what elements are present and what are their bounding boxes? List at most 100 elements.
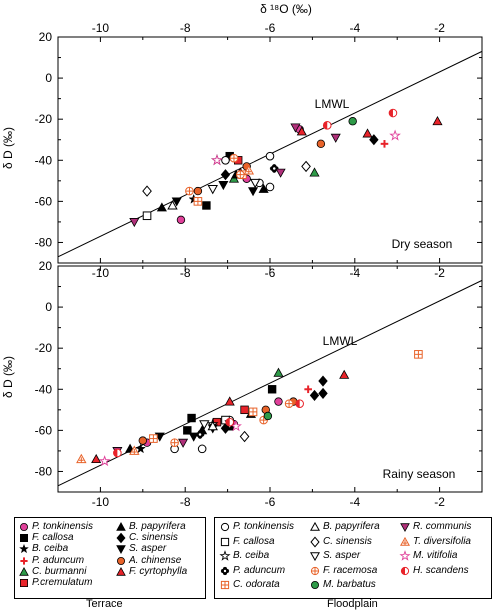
data-point <box>249 178 261 189</box>
bottom-panel-frame <box>57 265 483 493</box>
floodplain-legend: P. tonkinensis F. callosa B. ceiba P. adunc… <box>214 517 492 599</box>
legend-marker <box>116 532 126 544</box>
legend-symbol <box>18 544 30 554</box>
legend-label: S. asper <box>129 543 167 555</box>
legend-label: P. aduncum <box>32 554 85 566</box>
rainy-season-panel: -10 -8 -6 -4 -2 20 0 -20 -40 -60 -80 LMWL Rainy se… <box>35 259 483 509</box>
data-point <box>295 399 304 408</box>
legend-marker <box>116 522 126 531</box>
legend-marker <box>400 536 410 546</box>
y-tick-label: -60 <box>35 194 53 208</box>
data-point <box>267 385 277 394</box>
data-point <box>193 197 203 206</box>
data-point <box>202 201 211 210</box>
data-point <box>113 448 122 458</box>
legend-symbol <box>20 534 28 543</box>
legend-marker <box>20 579 28 587</box>
top-x-tick-label: -4 <box>349 21 360 35</box>
data-point <box>183 426 192 435</box>
data-point <box>149 434 158 443</box>
legend-marker <box>116 545 126 555</box>
y-tick-label: -80 <box>35 235 53 249</box>
legend-label: B. papyrifera <box>129 521 186 532</box>
data-point <box>318 375 328 387</box>
data-point <box>187 413 196 423</box>
data-point <box>309 389 320 401</box>
legend-marker <box>18 544 30 554</box>
legend-label: T. diversifolia <box>413 535 471 547</box>
legend-symbol <box>400 536 410 546</box>
y-tick-label: 0 <box>45 71 52 85</box>
data-point <box>240 405 249 415</box>
data-point <box>322 121 332 130</box>
data-point <box>207 185 218 195</box>
data-point <box>432 116 443 126</box>
data-point <box>218 181 229 191</box>
legend-marker <box>220 566 230 575</box>
x-tick-label: -4 <box>349 266 360 280</box>
data-point <box>156 202 167 212</box>
data-point <box>239 430 250 443</box>
data-point <box>142 211 152 221</box>
x-tick-label: -8 <box>180 495 191 509</box>
rainy-season-label: Rainy season <box>383 467 456 481</box>
legend-symbol <box>220 522 230 532</box>
x-tick-label: -8 <box>180 266 191 280</box>
legend-label: B. ceiba <box>233 550 270 561</box>
data-point <box>330 133 341 143</box>
data-point <box>129 445 140 455</box>
top-x-tick-label: -2 <box>434 21 445 35</box>
y-tick-label: 20 <box>39 30 53 44</box>
data-point <box>193 186 203 196</box>
legend-symbol <box>116 545 126 555</box>
legend-label: C. sinensis <box>129 532 178 544</box>
legend-label: P. tonkinensis <box>32 521 93 532</box>
top-x-tick-label: -10 <box>92 21 110 35</box>
top-y-axis-title: δ D (‰) <box>1 127 15 169</box>
data-point <box>243 165 255 175</box>
data-point <box>318 387 328 399</box>
legend-label: C. odorata <box>233 579 280 590</box>
y-tick-label: -20 <box>35 341 53 355</box>
data-point <box>309 167 320 177</box>
y-tick-label: -40 <box>35 382 53 396</box>
data-point <box>76 453 87 464</box>
x-tick-label: -2 <box>434 495 445 509</box>
data-point <box>273 367 284 377</box>
legend-label: S. asper <box>323 550 361 561</box>
data-point <box>265 182 275 192</box>
legend-marker <box>220 580 230 590</box>
legend-label: P. aduncum <box>233 564 286 576</box>
y-tick-label: -40 <box>35 153 53 167</box>
legend-marker <box>311 581 319 589</box>
legend-label: M. barbatus <box>323 579 376 590</box>
legend-symbol <box>220 537 230 546</box>
legend-symbol <box>399 550 411 561</box>
legend-label: P.cremulatum <box>32 577 93 588</box>
data-point <box>211 154 223 166</box>
data-point <box>129 218 140 228</box>
top-x-tick-label: -6 <box>265 21 276 35</box>
legend-symbol <box>219 550 231 561</box>
data-point <box>171 197 182 207</box>
data-point <box>91 453 102 464</box>
data-point <box>304 385 312 394</box>
data-point <box>167 200 178 210</box>
bottom-panel-ticks: -10 -8 -6 -4 -2 20 0 -20 -40 -60 -80 <box>35 259 483 509</box>
data-point <box>284 399 294 408</box>
data-point <box>414 350 423 359</box>
legend-label: F. callosa <box>233 535 275 547</box>
data-point <box>176 215 186 225</box>
legend-marker <box>400 523 410 532</box>
data-point <box>98 455 111 467</box>
legend-marker <box>310 536 320 547</box>
y-tick-label: -80 <box>35 464 53 478</box>
legend-symbol <box>310 552 320 562</box>
legend-marker <box>20 534 28 543</box>
legend-symbol <box>20 556 28 565</box>
dry-season-panel: -10 -10 -8 -8 -6 -6 -4 -4 -2 -2 20 0 -20 -40 -60 -80 LM… <box>35 21 483 280</box>
data-point <box>221 155 230 165</box>
data-point <box>247 187 259 197</box>
legend-symbol <box>117 556 125 565</box>
